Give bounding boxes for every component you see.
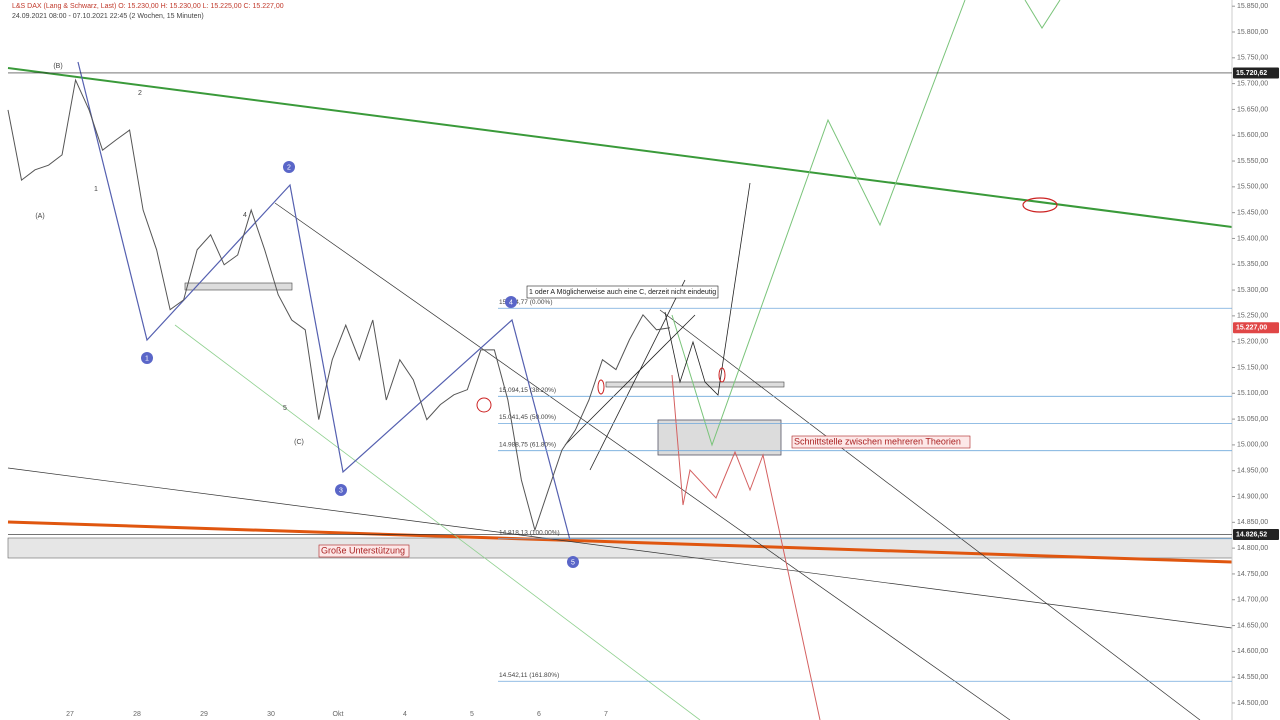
y-tick-label: 15.350,00 xyxy=(1237,261,1268,268)
y-tick-label: 15.400,00 xyxy=(1237,235,1268,242)
y-tick-label: 15.200,00 xyxy=(1237,339,1268,346)
price-tag xyxy=(1233,322,1279,334)
x-tick-label: 5 xyxy=(470,711,474,718)
y-tick-label: 14.850,00 xyxy=(1237,519,1268,526)
y-tick-label: 15.150,00 xyxy=(1237,364,1268,371)
wave-circle-label: 2 xyxy=(287,164,291,171)
header-range: 24.09.2021 08:00 - 07.10.2021 22:45 (2 W… xyxy=(12,13,204,20)
fib-label: 14.542,11 (161.80%) xyxy=(499,672,559,679)
wave-label: 2 xyxy=(138,90,142,97)
wave-circle-label: 1 xyxy=(145,355,149,362)
y-tick-label: 15.550,00 xyxy=(1237,158,1268,165)
y-tick-label: 14.550,00 xyxy=(1237,674,1268,681)
fib-label: 14.988,75 (61.80%) xyxy=(499,441,556,448)
wave-circle xyxy=(505,296,517,308)
y-tick-label: 15.800,00 xyxy=(1237,29,1268,36)
y-tick-label: 15.700,00 xyxy=(1237,80,1268,87)
header-instrument: L&S DAX (Lang & Schwarz, Last) O: 15.230… xyxy=(12,3,284,10)
price-line-series xyxy=(7,78,671,532)
y-tick-label: 15.050,00 xyxy=(1237,416,1268,423)
x-tick-label: 4 xyxy=(403,711,407,718)
y-tick-label: 14.500,00 xyxy=(1237,700,1268,707)
wave-label: 4 xyxy=(243,212,247,219)
y-tick-label: 14.700,00 xyxy=(1237,597,1268,604)
y-tick-label: 15.000,00 xyxy=(1237,442,1268,449)
x-tick-label: 30 xyxy=(267,711,275,718)
y-tick-label: 15.100,00 xyxy=(1237,390,1268,397)
y-tick-label: 14.950,00 xyxy=(1237,468,1268,475)
y-tick-label: 14.650,00 xyxy=(1237,622,1268,629)
annotation: Große Unterstützung xyxy=(321,545,405,555)
wave-label: (B) xyxy=(53,63,62,70)
annotation-box xyxy=(318,544,410,558)
x-tick-label: 29 xyxy=(200,711,208,718)
x-tick-label: 7 xyxy=(604,711,608,718)
annotation-box xyxy=(791,435,971,449)
wave-circle xyxy=(141,352,153,364)
annotation-box xyxy=(526,285,719,299)
wave-circle-label: 4 xyxy=(509,299,513,306)
y-tick-label: 15.500,00 xyxy=(1237,184,1268,191)
wave-label: 5 xyxy=(283,405,287,412)
x-tick-label: Okt xyxy=(333,711,344,718)
price-tag xyxy=(1233,528,1279,540)
wave-circle-label: 3 xyxy=(339,487,343,494)
fib-label: 14.818,13 (100.00%) xyxy=(499,529,560,536)
y-tick-label: 15.250,00 xyxy=(1237,313,1268,320)
y-tick-label: 15.850,00 xyxy=(1237,3,1268,10)
x-tick-label: 6 xyxy=(537,711,541,718)
y-tick-label: 14.900,00 xyxy=(1237,493,1268,500)
fib-label: 15.094,15 (38.20%) xyxy=(499,387,556,394)
price-tag xyxy=(1233,67,1279,79)
x-tick-label: 28 xyxy=(133,711,141,718)
wave-circle xyxy=(567,556,579,568)
y-tick-label: 15.750,00 xyxy=(1237,55,1268,62)
wave-label: (C) xyxy=(294,439,304,446)
y-tick-label: 14.800,00 xyxy=(1237,545,1268,552)
wave-label: 1 xyxy=(94,186,98,193)
y-tick-label: 15.300,00 xyxy=(1237,287,1268,294)
annotation: Schnittstelle zwischen mehreren Theorien xyxy=(794,436,961,446)
y-tick-label: 14.750,00 xyxy=(1237,571,1268,578)
wave-circle-label: 5 xyxy=(571,559,575,566)
wave-circle xyxy=(335,484,347,496)
price-tag-label: 15.720,62 xyxy=(1236,70,1267,77)
price-tag-label: 15.227,00 xyxy=(1236,325,1267,332)
y-tick-label: 15.650,00 xyxy=(1237,106,1268,113)
annotation: 1 oder A Möglicherweise auch eine C, der… xyxy=(529,289,716,296)
wave-label: (A) xyxy=(35,213,44,220)
fib-label: 15.264,77 (0.00%) xyxy=(499,299,552,306)
y-tick-label: 15.450,00 xyxy=(1237,209,1268,216)
y-tick-label: 14.600,00 xyxy=(1237,648,1268,655)
fib-label: 15.041,45 (50.00%) xyxy=(499,414,556,421)
x-tick-label: 27 xyxy=(66,711,74,718)
wave-circle xyxy=(283,161,295,173)
y-tick-label: 15.600,00 xyxy=(1237,132,1268,139)
price-tag-label: 14.826,52 xyxy=(1236,531,1267,538)
